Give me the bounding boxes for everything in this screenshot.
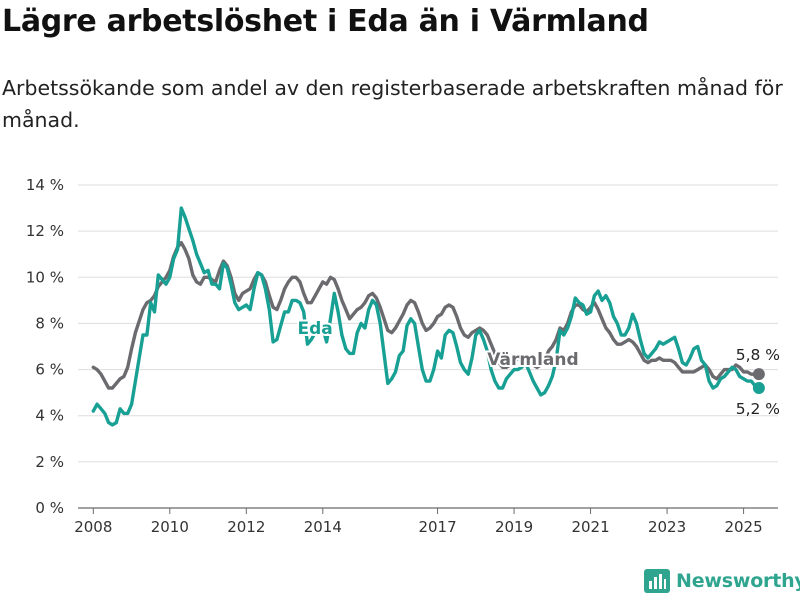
x-tick-label: 2023 [648,518,686,536]
series-name-varmland: Värmland [487,350,578,370]
y-tick-label: 12 % [26,222,64,240]
series-line-varmland [91,241,761,390]
x-tick-label: 2025 [724,518,762,536]
series-name-eda: Eda [298,319,333,339]
y-tick-label: 14 % [26,176,64,194]
chart-title: Lägre arbetslöshet i Eda än i Värmland [2,4,649,39]
end-value-label-varmland: 5,8 % [736,346,780,364]
series-line-eda [91,206,761,427]
x-tick-label: 2019 [495,518,533,536]
series-end-marker-varmland [752,368,765,381]
y-tick-label: 4 % [35,407,64,425]
series-end-marker-eda [752,382,765,395]
y-tick-label: 6 % [35,361,64,379]
chart-subtitle: Arbetssökande som andel av den registerb… [2,76,783,132]
y-tick-label: 2 % [35,453,64,471]
brand-name: Newsworthy [676,570,800,592]
x-tick-label: 2014 [304,518,342,536]
x-tick-label: 2021 [571,518,609,536]
x-tick-label: 2012 [227,518,265,536]
y-tick-label: 10 % [26,268,64,286]
y-tick-label: 8 % [35,314,64,332]
x-tick-label: 2017 [418,518,456,536]
end-value-label-eda: 5,2 % [736,400,780,418]
newsworthy-logo-icon [644,569,670,593]
x-tick-label: 2010 [151,518,189,536]
brand-logo: Newsworthy [644,569,800,593]
x-tick-label: 2008 [74,518,112,536]
y-tick-label: 0 % [35,499,64,517]
